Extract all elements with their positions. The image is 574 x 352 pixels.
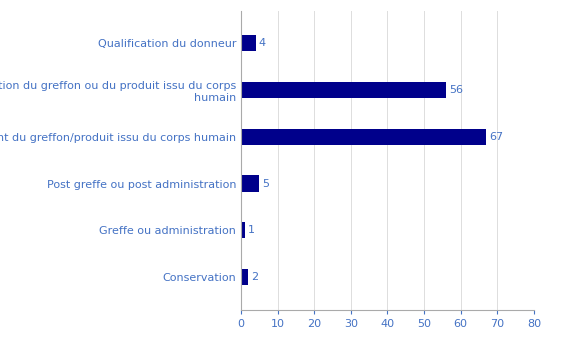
Text: 56: 56	[449, 85, 463, 95]
Text: 67: 67	[489, 132, 503, 142]
Text: 4: 4	[259, 38, 266, 48]
Text: 1: 1	[247, 225, 255, 235]
Bar	[241, 35, 255, 51]
Bar	[241, 82, 446, 98]
Bar	[241, 269, 249, 285]
Bar	[241, 128, 486, 145]
Text: 5: 5	[262, 178, 269, 189]
Text: 2: 2	[251, 272, 258, 282]
Bar	[241, 175, 259, 192]
Bar	[241, 222, 245, 238]
